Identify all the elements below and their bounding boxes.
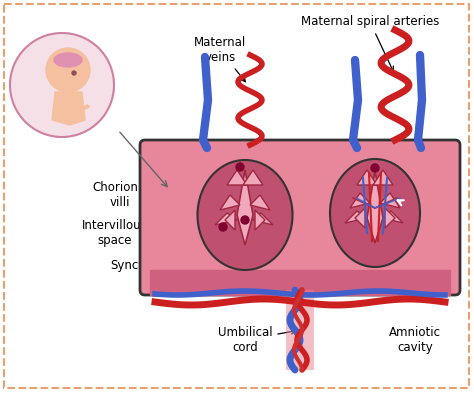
Polygon shape — [253, 213, 273, 225]
Text: Intervillous
space: Intervillous space — [82, 219, 216, 247]
Circle shape — [371, 164, 379, 172]
Circle shape — [46, 48, 90, 92]
Text: Chorionic
villi: Chorionic villi — [92, 181, 221, 211]
Polygon shape — [367, 171, 383, 243]
Polygon shape — [250, 195, 270, 210]
Circle shape — [219, 223, 227, 231]
Polygon shape — [255, 210, 265, 230]
Polygon shape — [350, 193, 370, 208]
Polygon shape — [385, 208, 395, 228]
Ellipse shape — [330, 159, 420, 267]
Polygon shape — [286, 290, 314, 370]
Polygon shape — [383, 211, 403, 223]
Polygon shape — [225, 210, 235, 230]
Polygon shape — [243, 170, 263, 185]
Ellipse shape — [198, 160, 292, 270]
FancyBboxPatch shape — [140, 140, 460, 295]
Text: Umbilical
cord: Umbilical cord — [218, 326, 296, 354]
Polygon shape — [237, 170, 253, 245]
Circle shape — [10, 33, 114, 137]
Text: Maternal
veins: Maternal veins — [194, 36, 246, 82]
Polygon shape — [220, 195, 240, 210]
Polygon shape — [52, 92, 85, 125]
Polygon shape — [227, 170, 247, 185]
Ellipse shape — [54, 53, 82, 67]
Circle shape — [72, 71, 76, 75]
Polygon shape — [345, 211, 367, 223]
Circle shape — [236, 163, 244, 171]
Polygon shape — [373, 170, 393, 185]
Polygon shape — [380, 193, 400, 208]
Text: Syncytiotrophoblast: Syncytiotrophoblast — [110, 259, 228, 272]
Circle shape — [241, 216, 249, 224]
Text: Maternal spiral arteries: Maternal spiral arteries — [301, 15, 439, 71]
Polygon shape — [355, 208, 365, 228]
Text: Amniotic
cavity: Amniotic cavity — [389, 326, 441, 354]
Polygon shape — [357, 170, 377, 185]
Polygon shape — [215, 213, 237, 225]
Polygon shape — [150, 270, 450, 295]
